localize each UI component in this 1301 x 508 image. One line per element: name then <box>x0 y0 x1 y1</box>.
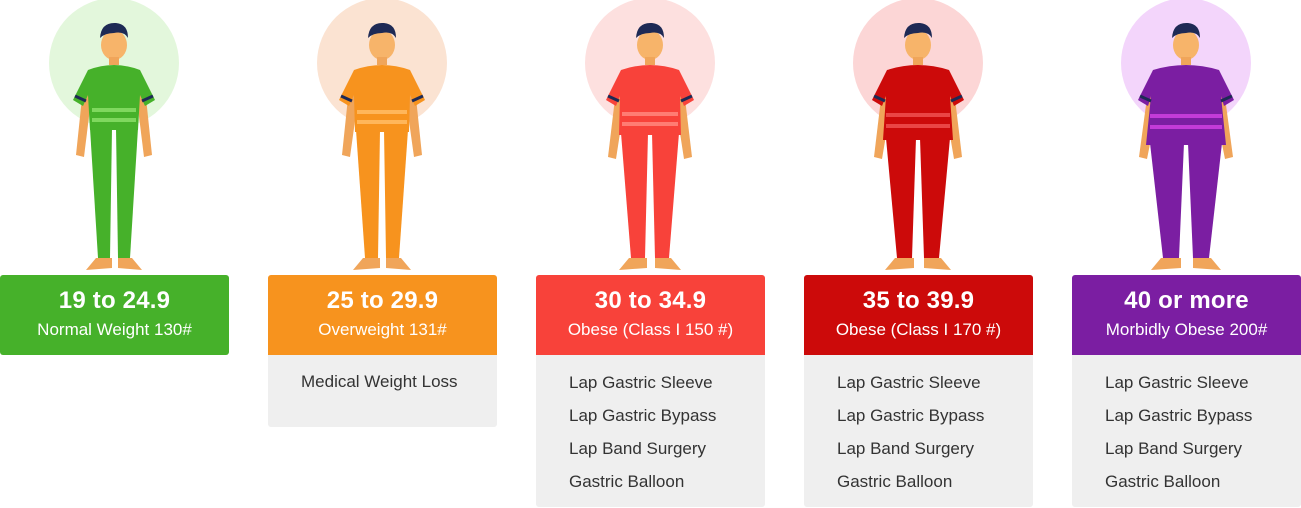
bmi-range: 30 to 34.9 <box>594 287 707 314</box>
person-obese-icon <box>853 0 983 270</box>
person-overweight-icon <box>317 0 447 270</box>
treatment-item: Lap Gastric Bypass <box>1105 406 1253 425</box>
category-label: Normal Weight 130# <box>37 320 192 339</box>
person-morbidly-obese-icon <box>1121 0 1251 270</box>
bmi-category-obese-class-1: 30 to 34.9 Obese (Class I 150 #) Lap Gas… <box>536 0 765 508</box>
category-header: 25 to 29.9 Overweight 131# <box>268 275 497 355</box>
treatment-item: Gastric Balloon <box>1105 472 1221 491</box>
bmi-range: 19 to 24.9 <box>58 287 171 314</box>
category-header: 35 to 39.9 Obese (Class I 170 #) <box>804 275 1033 355</box>
category-header: 19 to 24.9 Normal Weight 130# <box>0 275 229 355</box>
category-label: Obese (Class I 150 #) <box>567 320 734 339</box>
bmi-category-morbidly-obese: 40 or more Morbidly Obese 200# Lap Gastr… <box>1072 0 1301 508</box>
person-normal-weight-icon <box>49 0 179 270</box>
bmi-range: 35 to 39.9 <box>862 287 975 314</box>
treatment-item: Medical Weight Loss <box>301 372 458 391</box>
treatment-item: Lap Band Surgery <box>837 439 975 458</box>
bmi-range: 40 or more <box>1124 287 1249 314</box>
treatment-item: Lap Gastric Bypass <box>569 406 717 425</box>
bmi-range: 25 to 29.9 <box>326 287 439 314</box>
category-header: 40 or more Morbidly Obese 200# <box>1072 275 1301 355</box>
bmi-category-normal: 19 to 24.9 Normal Weight 130# <box>0 0 229 508</box>
treatment-item: Lap Band Surgery <box>569 439 707 458</box>
treatment-panel: Lap Gastric Sleeve Lap Gastric Bypass La… <box>1072 355 1301 507</box>
treatment-panel: Lap Gastric Sleeve Lap Gastric Bypass La… <box>536 355 765 507</box>
treatment-panel: Medical Weight Loss <box>268 355 497 427</box>
category-label: Overweight 131# <box>318 320 447 339</box>
treatment-item: Gastric Balloon <box>837 472 953 491</box>
treatment-item: Lap Gastric Sleeve <box>569 373 713 392</box>
treatment-item: Lap Gastric Sleeve <box>837 373 981 392</box>
bmi-category-overweight: 25 to 29.9 Overweight 131# Medical Weigh… <box>268 0 497 508</box>
category-label: Morbidly Obese 200# <box>1105 320 1268 339</box>
category-header: 30 to 34.9 Obese (Class I 150 #) <box>536 275 765 355</box>
treatment-item: Gastric Balloon <box>569 472 685 491</box>
treatment-item: Lap Gastric Sleeve <box>1105 373 1249 392</box>
treatment-item: Lap Gastric Bypass <box>837 406 985 425</box>
bmi-category-obese-class-2: 35 to 39.9 Obese (Class I 170 #) Lap Gas… <box>804 0 1033 508</box>
treatment-item: Lap Band Surgery <box>1105 439 1243 458</box>
treatment-panel: Lap Gastric Sleeve Lap Gastric Bypass La… <box>804 355 1033 507</box>
category-label: Obese (Class I 170 #) <box>835 320 1002 339</box>
person-obese-icon <box>585 0 715 270</box>
